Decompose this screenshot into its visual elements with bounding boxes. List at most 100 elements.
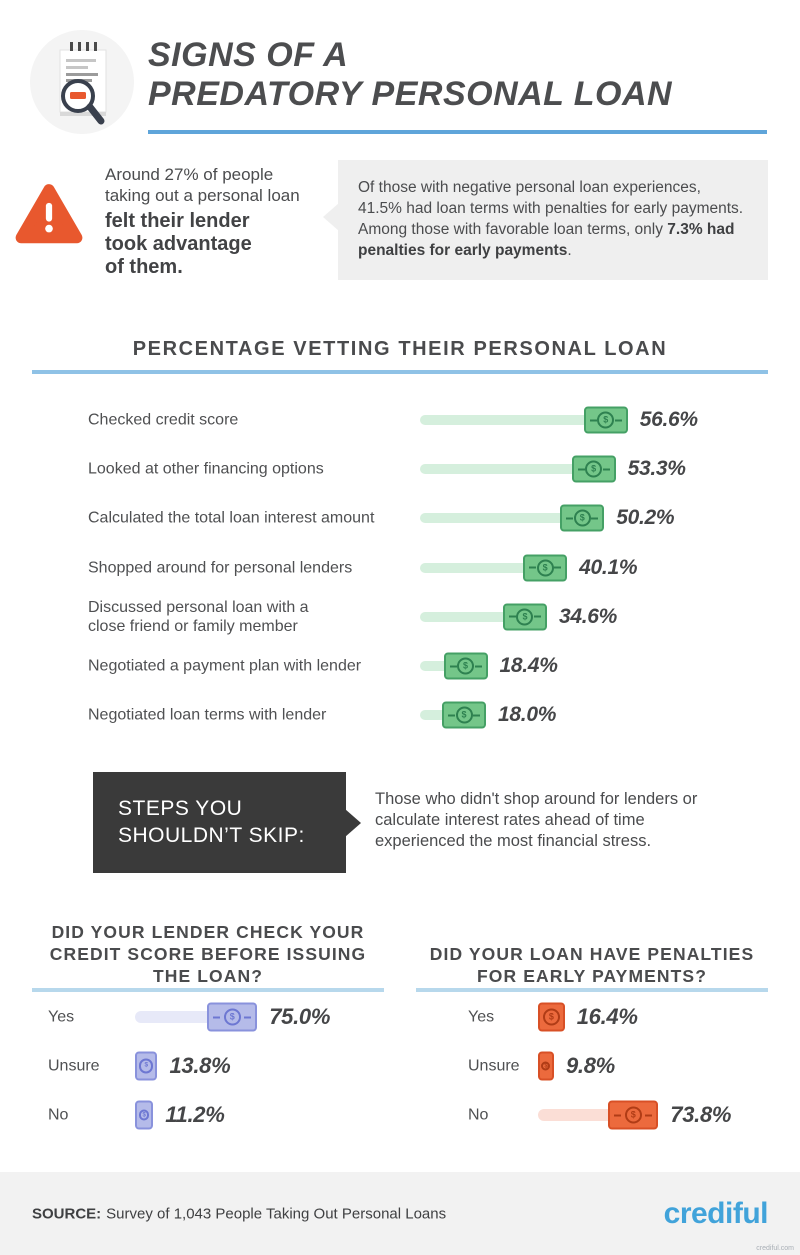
dollar-sign: $ [597,411,615,429]
bar-label: Calculated the total loan interest amoun… [88,509,375,527]
dollar-sign: $ [536,559,554,577]
bill-dash [474,665,482,667]
bar-value: 13.8% [169,1053,231,1078]
bar-value: 34.6% [558,604,618,628]
bar-row: Discussed personal loan with a close fri… [0,595,800,639]
document-magnifier-icon [59,42,107,125]
bar-value: 9.8% [565,1053,615,1078]
bar-row: Calculated the total loan interest amoun… [0,496,800,540]
callout-text-pre: Of those with negative personal loan exp… [358,179,744,238]
money-bill-icon: $ [538,1002,565,1032]
dollar-sign: $ [139,1109,150,1121]
bar-label: Shopped around for personal lenders [88,559,353,577]
money-bill-icon: $ [608,1100,659,1130]
bar-row: Shopped around for personal lenders $40.1… [0,546,800,590]
bar-track [420,513,605,524]
bar-label: Discussed personal loan with a close fri… [88,598,309,635]
header-underline [148,130,767,134]
penalties-chart-underline [416,988,768,992]
bar-value: 18.0% [498,703,557,727]
bar-row: Negotiated a payment plan with lender $18… [0,644,800,688]
footer-bar: SOURCE: Survey of 1,043 People Taking Out… [0,1172,800,1255]
money-bill-icon: $ [135,1100,154,1130]
bar-track [420,415,628,425]
penalties-chart-title: DID YOUR LOAN HAVE PENALTIES FOR EARLY P… [429,944,755,986]
bar-value: 40.1% [579,555,638,579]
steps-callout-box: STEPS YOU SHOULDN’T SKIP: [93,772,361,873]
source-line: SOURCE: Survey of 1,043 People Taking Out… [32,1205,446,1222]
bill-dash [566,517,574,520]
bill-dash [554,566,562,569]
stat-callout: Of those with negative personal loan exp… [323,160,768,280]
dollar-sign: $ [541,1061,551,1071]
dollar-sign: $ [455,706,473,724]
bar-label: No [468,1106,489,1124]
bar-track [420,464,616,475]
bar-label: Negotiated loan terms with lender [88,706,327,724]
bar-row: Checked credit score $56.6% [0,398,800,442]
money-bill-icon: $ [538,1051,554,1081]
bar-value: 75.0% [269,1004,331,1029]
bar-row: Unsure $13.8% [0,1044,800,1088]
source-text: Survey of 1,043 People Taking Out Person… [106,1205,447,1222]
bill-dash [448,714,456,717]
callout-text-post: . [567,242,572,259]
bar-row: No $73.8% [0,1093,800,1137]
vetting-chart-underline [32,370,768,374]
bar-value: 56.6% [639,408,698,431]
bar-track [420,562,568,573]
bar-value: 53.3% [627,457,686,481]
money-bill-icon: $ [443,652,488,680]
bill-dash [591,517,599,520]
bar-value: 73.8% [670,1102,732,1127]
bar-row: Yes $75.0% [0,995,800,1039]
bill-dash [589,419,597,421]
bar-label: Yes [468,1008,495,1026]
dollar-sign: $ [624,1106,642,1124]
steps-callout-title: STEPS YOU SHOULDN’T SKIP: [118,797,305,847]
money-bill-icon: $ [502,603,547,631]
warning-lead: Around 27% of people taking out a person… [105,164,310,279]
dollar-sign: $ [139,1058,154,1074]
money-bill-icon: $ [560,504,605,532]
crediful-logo: crediful [663,1196,769,1230]
bar-row: Negotiated loan terms with lender $18.0% [0,693,800,737]
bar-label: Checked credit score [88,411,239,429]
bill-dash [533,615,541,618]
callout-arrow-right [345,809,361,837]
dollar-sign: $ [457,657,475,675]
bill-dash [602,468,610,471]
bar-row: Unsure $9.8% [0,1044,800,1088]
bar-value: 16.4% [576,1004,638,1029]
bar-track [420,611,547,622]
bar-row: Yes $16.4% [0,995,800,1039]
bill-dash [473,714,481,717]
callout-text-bold: 7.3% had penalties for early payments [358,221,735,259]
warning-lead-bold: felt their lender took advantage of them… [105,210,252,278]
bar-row: Looked at other financing options $53.3% [0,447,800,491]
steps-callout-body: Those who didn't shop around for lenders… [375,790,698,850]
money-bill-icon: $ [523,554,568,582]
bar-label: Unsure [468,1057,520,1075]
bar-label: Unsure [48,1057,100,1075]
header-icon-badge [30,30,134,134]
bill-dash [614,419,622,421]
bar-label: Looked at other financing options [88,460,324,478]
dollar-sign: $ [585,460,603,478]
bar-value: 50.2% [616,506,675,530]
money-bill-icon: $ [442,701,487,729]
credit-check-chart-underline [32,988,384,992]
bill-dash [645,1114,653,1116]
bar-label: Negotiated a payment plan with lender [88,657,362,675]
bar-label: No [48,1106,69,1124]
dollar-sign: $ [573,509,591,527]
callout-arrow-left [323,203,339,231]
money-bill-icon: $ [207,1002,258,1032]
bar-label: Yes [48,1008,75,1026]
bill-dash [577,468,585,471]
bill-dash [244,1016,252,1018]
page-title: SIGNS OF A PREDATORY PERSONAL LOAN [148,36,673,113]
bar-value: 18.4% [499,654,558,677]
bill-dash [449,665,457,667]
